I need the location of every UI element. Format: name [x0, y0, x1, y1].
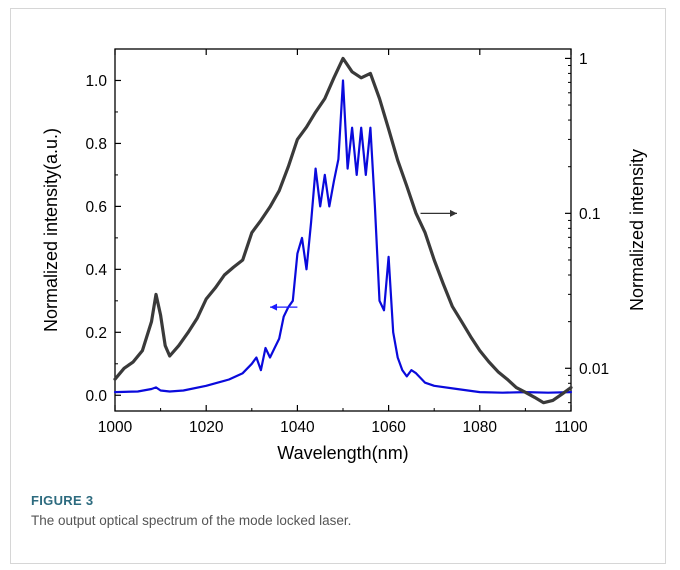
label-layer: Wavelength(nm) Normalized intensity(a.u.… — [41, 128, 647, 463]
y-left-tick-label: 0.6 — [85, 199, 107, 216]
x-tick-label: 1100 — [554, 419, 588, 436]
y-left-tick-label: 1.0 — [85, 73, 107, 90]
right-axis-arrow — [421, 210, 457, 217]
y-right-tick-label: 0.1 — [579, 206, 601, 223]
y-left-tick-label: 0.2 — [85, 325, 107, 342]
x-tick-label: 1060 — [371, 419, 406, 436]
figure-card: 1000 1020 1040 1060 1080 1100 0.0 0.2 0.4 0.6 0.8 1… — [10, 8, 666, 564]
series-line-linear-left — [115, 81, 571, 393]
axes-layer: 1000 1020 1040 1060 1080 1100 0.0 0.2 0.4 0.6 0.8 1… — [85, 49, 609, 436]
y-right-axis-title: Normalized intensity — [627, 149, 647, 311]
y-left-tick-label: 0.8 — [85, 136, 107, 153]
x-tick-label: 1080 — [463, 419, 498, 436]
x-tick-label: 1000 — [98, 419, 133, 436]
plot-frame — [115, 49, 571, 411]
series-line-log-right — [115, 58, 571, 402]
x-tick-label: 1040 — [280, 419, 315, 436]
y-right-tick-label: 0.01 — [579, 361, 609, 378]
spectrum-chart: 1000 1020 1040 1060 1080 1100 0.0 0.2 0.4 0.6 0.8 1… — [11, 9, 667, 489]
series-layer — [115, 58, 571, 402]
x-axis-title: Wavelength(nm) — [277, 443, 408, 463]
y-left-tick-label: 0.4 — [85, 262, 107, 279]
x-tick-label: 1020 — [189, 419, 224, 436]
y-right-tick-label: 1 — [579, 51, 588, 68]
left-axis-arrow — [270, 304, 297, 311]
figure-caption: The output optical spectrum of the mode … — [31, 513, 351, 528]
y-left-axis-title: Normalized intensity(a.u.) — [41, 128, 61, 332]
annotation-layer — [270, 210, 457, 311]
y-left-tick-label: 0.0 — [85, 388, 107, 405]
figure-label: FIGURE 3 — [31, 493, 93, 508]
